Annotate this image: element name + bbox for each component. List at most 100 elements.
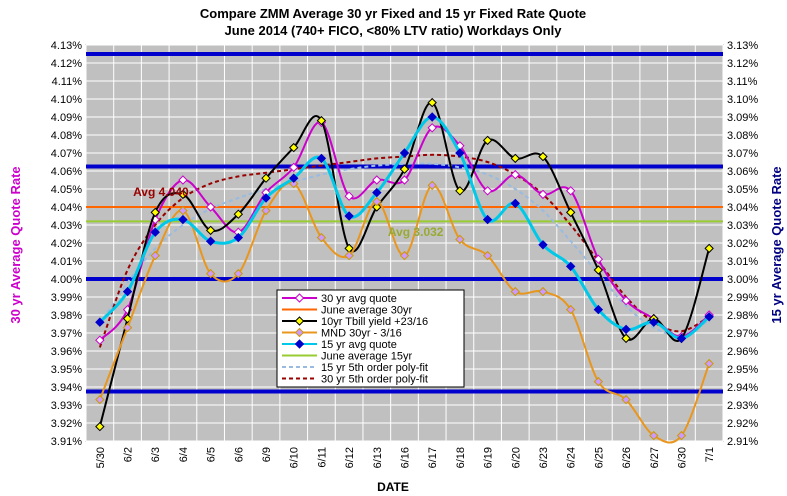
legend-entry-label: June average 15yr: [321, 351, 412, 363]
data-point-marker: [205, 202, 216, 212]
x-tick-label: 6/23: [538, 447, 550, 468]
y-tick-label-right: 3.00%: [727, 274, 758, 286]
y-tick-label-left: 3.92%: [51, 418, 82, 430]
y-tick-label-right: 2.97%: [727, 328, 758, 340]
y-tick-label-right: 2.94%: [727, 382, 758, 394]
y-tick-label-right: 3.08%: [727, 130, 758, 142]
y-tick-label-right: 3.01%: [727, 256, 758, 268]
legend-entry-label: MND 30yr - 3/16: [321, 328, 402, 340]
data-point-marker: [565, 261, 576, 272]
data-point-marker: [95, 394, 105, 405]
data-point-marker: [427, 112, 437, 122]
data-point-marker: [294, 293, 305, 303]
series-mnd-30yr-3-16: [95, 178, 714, 444]
data-point-marker: [205, 268, 216, 279]
y-tick-label-left: 4.03%: [51, 220, 82, 232]
y-tick-label-left: 4.05%: [51, 184, 82, 196]
y-tick-label-right: 3.05%: [727, 184, 758, 196]
data-point-marker: [565, 207, 576, 218]
data-point-marker: [372, 196, 382, 207]
data-point-marker: [150, 207, 160, 218]
data-point-marker: [482, 135, 493, 146]
data-point-marker: [399, 164, 410, 174]
x-tick-label: 6/2: [123, 447, 135, 462]
x-tick-label: 6/20: [510, 447, 522, 468]
y-tick-label-right: 3.11%: [727, 76, 758, 88]
x-tick-label: 6/25: [593, 447, 605, 468]
chart-title: Compare ZMM Average 30 yr Fixed and 15 y…: [200, 6, 586, 21]
y-tick-label-right: 3.06%: [727, 166, 758, 178]
series-15-yr-5th-order-poly-fit: [99, 162, 710, 337]
series-layer: [86, 97, 723, 444]
y-tick-label-right: 2.98%: [727, 310, 758, 322]
x-tick-label: 5/30: [95, 447, 107, 468]
data-point-marker: [344, 191, 354, 201]
y-tick-label-left: 4.11%: [52, 76, 83, 88]
annotation-label: Avg 4.040: [133, 185, 189, 199]
x-tick-label: 6/9: [261, 447, 273, 462]
data-point-marker: [261, 173, 271, 183]
x-tick-label: 6/24: [566, 447, 578, 468]
y-tick-label-left: 4.13%: [51, 40, 82, 52]
data-point-marker: [150, 227, 160, 237]
y-tick-label-right: 3.04%: [727, 202, 758, 214]
data-point-marker: [316, 153, 327, 164]
x-tick-label: 6/26: [621, 447, 633, 468]
y-tick-label-right: 3.10%: [727, 94, 758, 106]
y-tick-label-left: 3.95%: [51, 364, 82, 376]
data-point-marker: [95, 317, 105, 327]
chart-subtitle: June 2014 (740+ FICO, <80% LTV ratio) Wo…: [225, 23, 563, 38]
data-point-marker: [178, 205, 188, 216]
y-tick-label-left: 4.09%: [51, 112, 82, 124]
y-tick-label-right: 2.95%: [727, 364, 758, 376]
data-point-marker: [538, 151, 548, 162]
y-tick-label-left: 3.93%: [51, 400, 82, 412]
x-tick-label: 7/1: [704, 447, 716, 462]
data-point-marker: [510, 169, 520, 180]
y-tick-label-left: 4.00%: [51, 274, 82, 286]
data-point-marker: [649, 430, 659, 441]
y-tick-label-left: 4.01%: [51, 256, 82, 268]
data-point-marker: [150, 250, 160, 261]
data-point-marker: [344, 250, 354, 261]
data-point-marker: [621, 394, 631, 405]
data-point-marker: [455, 234, 465, 245]
data-point-marker: [344, 211, 354, 221]
x-tick-label: 6/16: [400, 447, 412, 468]
data-point-marker: [510, 286, 520, 297]
y-tick-label-left: 3.91%: [51, 436, 82, 448]
data-point-marker: [289, 178, 299, 189]
y-tick-label-left: 4.08%: [51, 130, 82, 142]
data-point-marker: [205, 236, 216, 246]
data-point-marker: [593, 304, 604, 315]
legend-entry-label: 30 yr 5th order poly-fit: [321, 374, 428, 386]
x-tick-label: 6/12: [344, 447, 356, 468]
x-tick-label: 6/10: [289, 447, 301, 468]
series-line: [99, 121, 710, 341]
annotation-label: Avg 3.032: [388, 225, 444, 239]
data-point-marker: [399, 175, 410, 185]
x-tick-label: 6/13: [372, 447, 384, 468]
y-tick-label-left: 3.97%: [51, 328, 82, 340]
data-point-marker: [565, 304, 576, 315]
data-point-marker: [178, 214, 188, 225]
legend-entry-label: 15 yr 5th order poly-fit: [321, 362, 428, 374]
y-tick-label-right: 3.03%: [727, 220, 758, 232]
data-point-marker: [294, 339, 305, 349]
data-point-marker: [178, 189, 188, 200]
y-tick-label-right: 2.96%: [727, 346, 758, 358]
y-tick-label-right: 2.99%: [727, 292, 758, 304]
data-point-marker: [233, 209, 244, 219]
data-point-marker: [289, 173, 299, 183]
data-point-marker: [593, 376, 604, 387]
y-axis-title-left: 30 yr Average Quote Rate: [8, 166, 23, 323]
data-point-marker: [704, 243, 714, 254]
y-tick-label-left: 3.96%: [51, 346, 82, 358]
legend-entry-label: 15 yr avg quote: [321, 339, 397, 351]
y-tick-label-left: 4.06%: [51, 166, 82, 178]
series-line: [99, 162, 710, 337]
x-axis-title: DATE: [377, 480, 409, 494]
data-point-marker: [372, 187, 382, 198]
